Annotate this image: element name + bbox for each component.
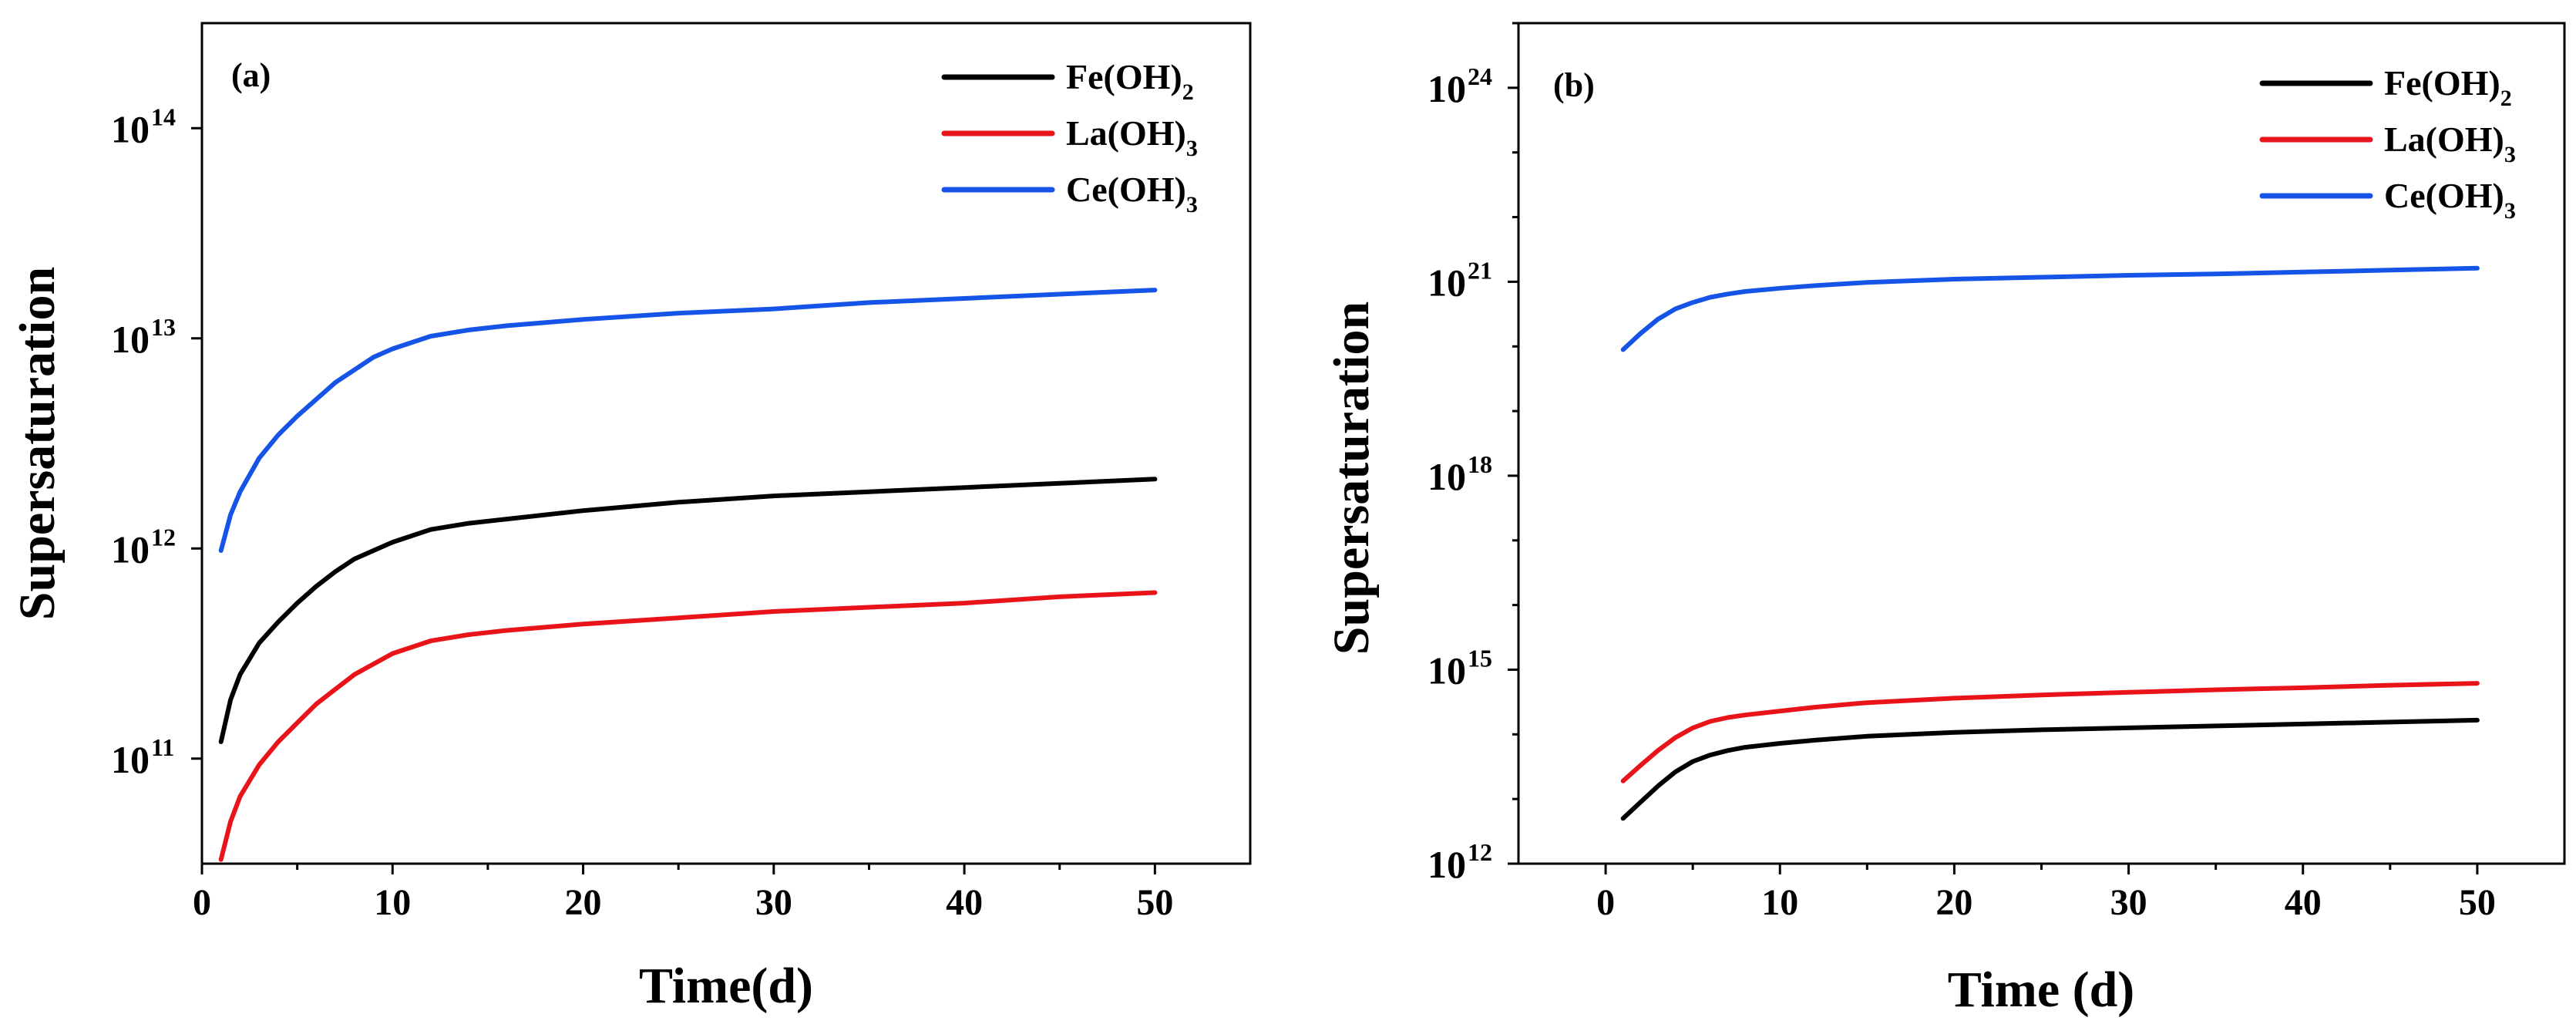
x-tick-label-b: 20: [1935, 882, 1972, 923]
y-axis-label-b: Supersaturation: [1323, 302, 1380, 655]
y-tick-exponent-b: 18: [1468, 450, 1492, 478]
x-tick-label-b: 0: [1596, 882, 1615, 923]
legend-subscript-a-3: 3: [1186, 192, 1198, 217]
series-line-a-2: [218, 590, 1158, 862]
x-tick-label-b: 40: [2285, 882, 2322, 923]
y-tick-label-b: 10: [1428, 67, 1466, 110]
x-tick-label-a: 0: [193, 882, 211, 923]
y-tick-exponent-b: 24: [1468, 62, 1492, 90]
x-tick-label-a: 50: [1136, 882, 1173, 923]
y-tick-exponent-b: 12: [1468, 838, 1492, 866]
y-tick-exponent-a: 14: [151, 103, 176, 130]
x-tick-label-b: 30: [2110, 882, 2147, 923]
x-tick-label-b: 50: [2459, 882, 2496, 923]
series-line-b-1: [1620, 717, 2480, 821]
y-tick-label-a: 10: [111, 527, 150, 571]
series-line-b-2: [1620, 681, 2480, 783]
legend-b: Fe(OH)2 La(OH)3 Ce(OH)3: [2259, 63, 2516, 224]
y-tick-label-b: 10: [1428, 649, 1466, 692]
chart-panel-b: (b) Supersaturation Time (d) 0 10 20 30 40 50…: [1323, 22, 2566, 1018]
x-tick-label-a: 40: [946, 882, 983, 923]
y-tick-label-b: 10: [1428, 843, 1466, 886]
legend-label-a-2: La(OH)3: [1066, 113, 1198, 161]
y-tick-exponent-a: 13: [151, 313, 176, 341]
legend-label-b-2: La(OH)3: [2384, 120, 2516, 167]
y-tick-exponent-a: 11: [151, 733, 174, 761]
legend-label-a-3: Ce(OH)3: [1066, 170, 1198, 217]
plot-frame-a: [200, 22, 1252, 865]
panel-label-b: (b): [1553, 66, 1595, 104]
y-axis-label-a: Supersaturation: [9, 267, 66, 620]
y-tick-label-b: 10: [1428, 455, 1466, 498]
legend-subscript-a-2: 3: [1186, 136, 1198, 161]
legend-subscript-b-2: 3: [2504, 142, 2516, 167]
y-tick-label-a: 10: [111, 318, 150, 361]
x-tick-label-b: 10: [1761, 882, 1798, 923]
series-line-a-3: [218, 288, 1158, 553]
series-line-a-1: [218, 477, 1158, 744]
chart-panel-a: (a) Supersaturation Time(d) 0 10 20 30 40 50 1…: [9, 22, 1252, 1014]
y-tick-exponent-b: 15: [1468, 644, 1492, 672]
x-tick-label-a: 30: [755, 882, 792, 923]
legend-label-b-1: Fe(OH)2: [2384, 63, 2512, 111]
series-line-b-3: [1620, 265, 2480, 352]
y-tick-exponent-a: 12: [151, 523, 176, 551]
x-tick-label-a: 10: [374, 882, 411, 923]
y-tick-label-a: 10: [111, 107, 150, 150]
panel-label-a: (a): [231, 56, 271, 94]
x-tick-label-a: 20: [565, 882, 602, 923]
legend-a: Fe(OH)2 La(OH)3 Ce(OH)3: [941, 57, 1198, 217]
legend-subscript-a-1: 2: [1182, 79, 1194, 105]
legend-subscript-b-1: 2: [2500, 86, 2512, 111]
y-tick-label-b: 10: [1428, 261, 1466, 304]
x-axis-label-b: Time (d): [1948, 962, 2135, 1018]
y-tick-exponent-b: 21: [1468, 256, 1492, 284]
x-axis-label-a: Time(d): [639, 958, 813, 1014]
y-tick-label-a: 10: [111, 738, 150, 781]
legend-label-b-3: Ce(OH)3: [2384, 176, 2516, 224]
series-lines-a: [218, 288, 1158, 862]
legend-label-a-1: Fe(OH)2: [1066, 57, 1194, 105]
legend-subscript-b-3: 3: [2504, 198, 2516, 224]
series-lines-b: [1620, 265, 2480, 821]
